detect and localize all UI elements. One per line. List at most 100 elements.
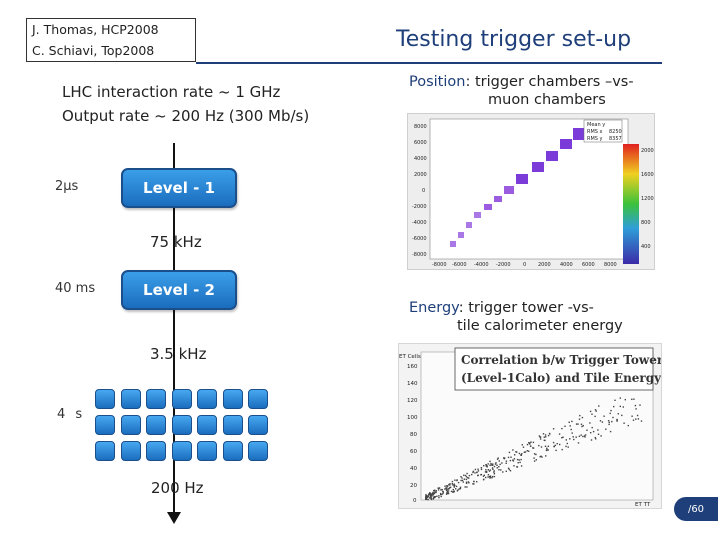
scatter-point [508, 451, 511, 454]
scatter-point [487, 469, 489, 471]
scatter-point [510, 456, 512, 458]
scatter-point [489, 477, 491, 479]
scatter-point [485, 464, 487, 466]
energy-caption-keyword: Energy [409, 300, 459, 316]
scatter-point [452, 488, 454, 491]
stat-label: RMS x [587, 129, 603, 135]
scatter-point [491, 475, 494, 478]
scatter-point [445, 487, 448, 490]
scatter-point [453, 486, 455, 488]
scatter-point [453, 483, 455, 485]
scatter-point [455, 488, 457, 490]
scatter-point [430, 495, 432, 498]
colorbar-tick: 800 [641, 220, 651, 226]
scatter-point [463, 474, 465, 476]
scatter-point [591, 426, 593, 429]
scatter-point [457, 489, 459, 491]
scatter-point [544, 445, 547, 447]
scatter-point [462, 481, 464, 483]
scatter-point [465, 481, 468, 483]
farm-node [248, 389, 268, 409]
farm-node [146, 389, 166, 409]
y-tick: 140 [407, 381, 418, 387]
scatter-point [603, 415, 605, 417]
scatter-point [433, 490, 435, 492]
scatter-point [591, 413, 593, 415]
position-plot-svg: Mean y RMS x RMS y 8250 8357 -8000 -6000… [412, 118, 654, 268]
y-tick: 160 [407, 364, 418, 370]
scatter-point [476, 481, 478, 483]
scatter-point [632, 419, 635, 421]
y-tick: -4000 [412, 220, 427, 226]
scatter-point [430, 494, 432, 496]
scatter-point [542, 433, 545, 435]
farm-node [197, 415, 217, 435]
scatter-point [471, 473, 473, 476]
scatter-point [544, 439, 546, 442]
scatter-point [490, 462, 492, 465]
scatter-point [465, 482, 468, 484]
scatter-point [433, 496, 436, 499]
scatter-point [495, 462, 497, 464]
x-tick: -6000 [452, 262, 467, 268]
scatter-point [483, 465, 485, 467]
scatter-point [441, 488, 443, 491]
scatter-point [489, 476, 491, 478]
scatter-point [540, 446, 543, 448]
scatter-point [446, 485, 448, 487]
scatter-point [507, 456, 510, 459]
scatter-point [592, 430, 595, 433]
scatter-point [477, 468, 479, 470]
scatter-point [490, 464, 493, 466]
scatter-point [451, 480, 454, 483]
scatter-point [427, 498, 429, 501]
scatter-point [444, 485, 446, 487]
scatter-point [459, 488, 462, 490]
scatter-point [480, 468, 483, 471]
scatter-point [485, 469, 487, 471]
scatter-point [552, 428, 555, 430]
scatter-point [452, 484, 454, 486]
scatter-point [535, 459, 537, 461]
scatter-point [516, 451, 518, 453]
scatter-point [582, 425, 584, 427]
scatter-point [532, 447, 534, 449]
scatter-point [426, 495, 429, 498]
scatter-point [489, 460, 491, 463]
scatter-point [477, 474, 479, 476]
scatter-point [457, 481, 460, 484]
y-tick: 80 [410, 432, 417, 438]
scatter-point [633, 398, 635, 400]
scatter-point [580, 423, 583, 425]
scatter-point [558, 433, 561, 435]
energy-caption-line2: tile calorimeter energy [457, 318, 623, 334]
scatter-point [597, 429, 599, 431]
x-tick: -2000 [496, 262, 511, 268]
scatter-point [449, 484, 451, 486]
scatter-point [541, 456, 543, 458]
stat-value: 8357 [609, 136, 622, 142]
scatter-point [513, 465, 515, 467]
scatter-point [561, 437, 563, 439]
scatter-point [432, 492, 434, 495]
y-tick: 40 [410, 466, 417, 472]
scatter-point [434, 491, 436, 493]
scatter-point [532, 441, 535, 444]
scatter-point [425, 497, 427, 499]
scatter-point [466, 472, 468, 475]
scatter-point [440, 495, 442, 498]
farm-node [146, 441, 166, 461]
farm-node [95, 415, 115, 435]
scatter-point [608, 421, 610, 424]
interaction-rate-line: LHC interaction rate ~ 1 GHz [62, 83, 281, 101]
scatter-point [476, 471, 478, 473]
scatter-point [505, 470, 507, 472]
scatter-point [565, 439, 567, 441]
scatter-point [438, 487, 441, 489]
scatter-point [539, 438, 542, 440]
scatter-point [438, 496, 440, 499]
farm-node [197, 441, 217, 461]
scatter-point [621, 414, 623, 417]
scatter-point [425, 494, 427, 496]
scatter-point [612, 416, 614, 419]
